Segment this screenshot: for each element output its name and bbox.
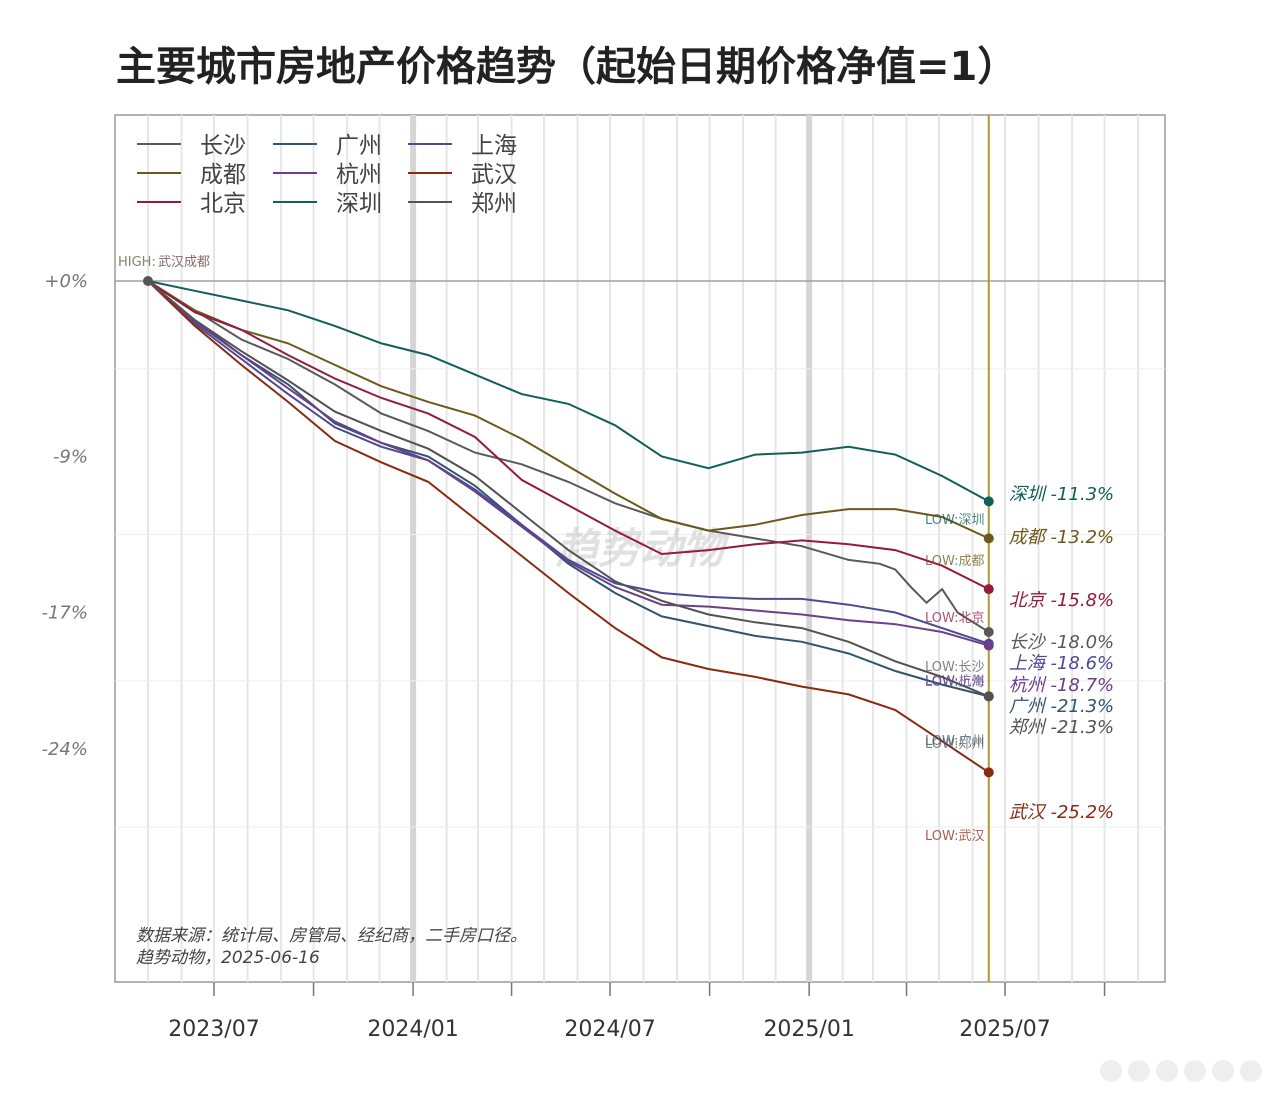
end-label-北京: 北京 -15.8% [1009,590,1114,611]
low-label-北京: LOW:北京 [925,611,984,626]
y-tick-label: -24% [41,739,88,760]
low-label-杭州: LOW:杭州 [925,674,984,689]
watermark: 趋势动物 [555,524,730,573]
low-label-郑州: LOW:郑州 [925,737,984,752]
axis-layer: +0% -9% -17% -24% 2023/07 2024/01 2024/07 2025/… [41,271,1106,1042]
series-endpoint-武汉 [983,767,994,778]
footer-dot [1240,1060,1262,1082]
series-endpoint-杭州 [983,640,994,651]
footer-dots [1100,1060,1262,1082]
footer-dot [1156,1060,1178,1082]
series-layer [142,276,994,778]
series-line-郑州 [147,280,990,698]
high-label: HIGH: 武汉成都 [118,255,210,270]
y-tick-label: +0% [44,271,88,292]
series-endpoint-北京 [983,584,994,595]
legend-label-北京: 北京 [200,191,246,217]
end-label-长沙: 长沙 -18.0% [1009,632,1114,653]
legend-label-武汉: 武汉 [471,162,517,188]
grid-layer [114,114,1166,983]
x-tick-label: 2023/07 [168,1017,259,1042]
series-endpoint-郑州 [983,691,994,702]
start-point [142,276,153,286]
end-label-武汉: 武汉 -25.2% [1009,802,1114,823]
low-label-广州: LOW:广州 [925,734,984,749]
low-label-长沙: LOW:长沙 [925,660,984,675]
high-label-prefix: HIGH: [118,255,156,270]
y-tick-label: -17% [41,603,88,624]
series-line-广州 [147,280,990,698]
x-tick-label: 2025/01 [763,1017,854,1042]
source-note-line-2: 趋势动物，2025-06-16 [136,948,320,968]
end-label-成都: 成都 -13.2% [1009,527,1114,548]
low-label-武汉: LOW:武汉 [925,829,984,844]
source-note: 数据来源：统计局、房管局、经纪商，二手房口径。 趋势动物，2025-06-16 [136,926,527,968]
source-note-line-1: 数据来源：统计局、房管局、经纪商，二手房口径。 [136,926,527,946]
legend-label-上海: 上海 [471,133,517,159]
series-line-杭州 [147,280,990,647]
legend-label-郑州: 郑州 [471,191,517,217]
low-label-上海: LOW:上海 [925,675,984,690]
legend-label-杭州: 杭州 [336,162,382,188]
x-tick-label: 2025/07 [959,1017,1050,1042]
footer-dot [1184,1060,1206,1082]
end-label-广州: 广州 -21.3% [1009,696,1114,717]
chart-title: 主要城市房地产价格趋势（起始日期价格净值=1） [116,44,1018,90]
series-line-北京 [147,280,990,590]
legend-label-深圳: 深圳 [336,191,382,217]
end-label-上海: 上海 -18.6% [1009,653,1114,674]
legend-label-广州: 广州 [336,133,382,159]
series-line-深圳 [147,280,990,503]
low-label-成都: LOW:成都 [925,554,984,569]
series-line-长沙 [147,280,990,633]
series-endpoint-成都 [983,533,994,544]
low-label-深圳: LOW:深圳 [925,513,984,528]
end-label-杭州: 杭州 -18.7% [1009,675,1114,696]
end-label-郑州: 郑州 -21.3% [1009,717,1114,738]
footer-dot [1128,1060,1150,1082]
high-label-cities: 武汉成都 [158,255,210,270]
plot-border [114,114,1166,983]
series-endpoint-长沙 [983,627,994,637]
footer-dot [1212,1060,1234,1082]
y-tick-label: -9% [53,447,88,468]
series-line-成都 [147,280,990,540]
series-line-武汉 [147,280,990,774]
series-endpoint-深圳 [983,496,994,507]
footer-dot [1100,1060,1122,1082]
series-line-上海 [147,280,990,645]
x-tick-label: 2024/07 [564,1017,655,1042]
end-label-深圳: 深圳 -11.3% [1009,484,1114,505]
legend-label-成都: 成都 [200,162,246,188]
x-tick-label: 2024/01 [367,1017,458,1042]
legend-label-长沙: 长沙 [200,133,246,159]
